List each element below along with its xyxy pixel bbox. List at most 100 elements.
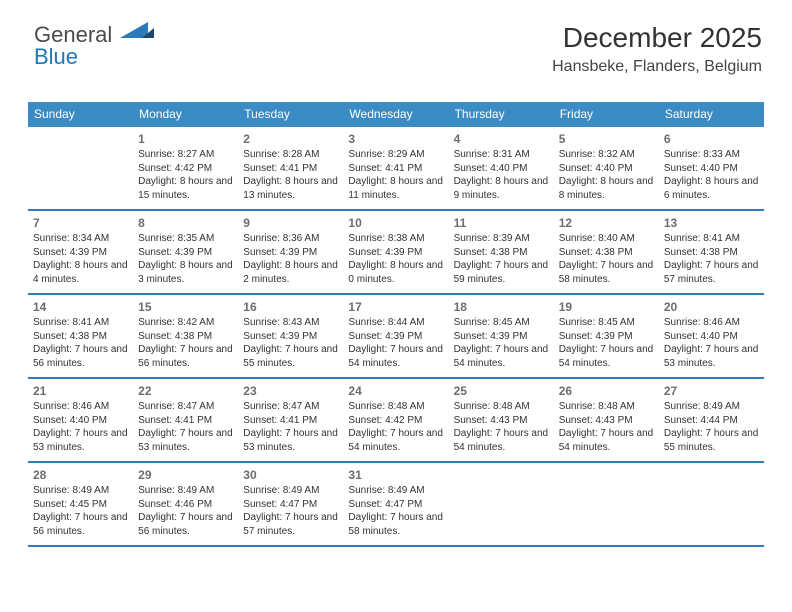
day-number: 14 bbox=[33, 299, 128, 315]
day-number: 2 bbox=[243, 131, 338, 147]
daylight-text: Daylight: 7 hours and 56 minutes. bbox=[33, 343, 128, 370]
sunset-text: Sunset: 4:40 PM bbox=[33, 414, 128, 428]
day-cell bbox=[28, 127, 133, 209]
day-cell: 28Sunrise: 8:49 AMSunset: 4:45 PMDayligh… bbox=[28, 463, 133, 545]
day-number: 21 bbox=[33, 383, 128, 399]
day-number: 4 bbox=[454, 131, 549, 147]
calendar: Sunday Monday Tuesday Wednesday Thursday… bbox=[28, 102, 764, 547]
daylight-text: Daylight: 7 hours and 59 minutes. bbox=[454, 259, 549, 286]
weeks-container: 1Sunrise: 8:27 AMSunset: 4:42 PMDaylight… bbox=[28, 127, 764, 547]
day-cell: 10Sunrise: 8:38 AMSunset: 4:39 PMDayligh… bbox=[343, 211, 448, 293]
day-cell bbox=[449, 463, 554, 545]
daylight-text: Daylight: 8 hours and 8 minutes. bbox=[559, 175, 654, 202]
sunrise-text: Sunrise: 8:46 AM bbox=[33, 400, 128, 414]
sunrise-text: Sunrise: 8:38 AM bbox=[348, 232, 443, 246]
sunrise-text: Sunrise: 8:35 AM bbox=[138, 232, 233, 246]
daylight-text: Daylight: 7 hours and 53 minutes. bbox=[243, 427, 338, 454]
day-number: 31 bbox=[348, 467, 443, 483]
day-number: 17 bbox=[348, 299, 443, 315]
day-number: 15 bbox=[138, 299, 233, 315]
daylight-text: Daylight: 7 hours and 58 minutes. bbox=[348, 511, 443, 538]
daylight-text: Daylight: 7 hours and 58 minutes. bbox=[559, 259, 654, 286]
day-cell: 17Sunrise: 8:44 AMSunset: 4:39 PMDayligh… bbox=[343, 295, 448, 377]
day-cell: 20Sunrise: 8:46 AMSunset: 4:40 PMDayligh… bbox=[659, 295, 764, 377]
daylight-text: Daylight: 7 hours and 54 minutes. bbox=[454, 343, 549, 370]
day-number: 8 bbox=[138, 215, 233, 231]
day-header-cell: Sunday bbox=[28, 102, 133, 127]
day-cell: 13Sunrise: 8:41 AMSunset: 4:38 PMDayligh… bbox=[659, 211, 764, 293]
sunrise-text: Sunrise: 8:41 AM bbox=[33, 316, 128, 330]
sunset-text: Sunset: 4:44 PM bbox=[664, 414, 759, 428]
logo-part2: Blue bbox=[34, 44, 78, 69]
day-cell: 24Sunrise: 8:48 AMSunset: 4:42 PMDayligh… bbox=[343, 379, 448, 461]
day-number: 25 bbox=[454, 383, 549, 399]
day-cell: 30Sunrise: 8:49 AMSunset: 4:47 PMDayligh… bbox=[238, 463, 343, 545]
daylight-text: Daylight: 8 hours and 11 minutes. bbox=[348, 175, 443, 202]
daylight-text: Daylight: 7 hours and 56 minutes. bbox=[33, 511, 128, 538]
day-cell: 4Sunrise: 8:31 AMSunset: 4:40 PMDaylight… bbox=[449, 127, 554, 209]
sunrise-text: Sunrise: 8:28 AM bbox=[243, 148, 338, 162]
sunset-text: Sunset: 4:38 PM bbox=[664, 246, 759, 260]
sunrise-text: Sunrise: 8:49 AM bbox=[664, 400, 759, 414]
logo: General Blue bbox=[34, 24, 112, 68]
day-number: 24 bbox=[348, 383, 443, 399]
day-cell: 1Sunrise: 8:27 AMSunset: 4:42 PMDaylight… bbox=[133, 127, 238, 209]
day-cell: 21Sunrise: 8:46 AMSunset: 4:40 PMDayligh… bbox=[28, 379, 133, 461]
day-cell: 15Sunrise: 8:42 AMSunset: 4:38 PMDayligh… bbox=[133, 295, 238, 377]
location: Hansbeke, Flanders, Belgium bbox=[552, 58, 762, 76]
day-header-cell: Wednesday bbox=[343, 102, 448, 127]
sunset-text: Sunset: 4:40 PM bbox=[664, 162, 759, 176]
day-cell: 19Sunrise: 8:45 AMSunset: 4:39 PMDayligh… bbox=[554, 295, 659, 377]
day-number: 18 bbox=[454, 299, 549, 315]
day-number: 20 bbox=[664, 299, 759, 315]
sunset-text: Sunset: 4:47 PM bbox=[243, 498, 338, 512]
day-number: 23 bbox=[243, 383, 338, 399]
sunset-text: Sunset: 4:41 PM bbox=[243, 162, 338, 176]
day-header-cell: Thursday bbox=[449, 102, 554, 127]
day-cell: 31Sunrise: 8:49 AMSunset: 4:47 PMDayligh… bbox=[343, 463, 448, 545]
daylight-text: Daylight: 8 hours and 15 minutes. bbox=[138, 175, 233, 202]
daylight-text: Daylight: 8 hours and 9 minutes. bbox=[454, 175, 549, 202]
day-number: 10 bbox=[348, 215, 443, 231]
daylight-text: Daylight: 8 hours and 13 minutes. bbox=[243, 175, 338, 202]
logo-text: General Blue bbox=[34, 24, 112, 68]
logo-triangle-icon bbox=[120, 20, 156, 42]
sunrise-text: Sunrise: 8:45 AM bbox=[559, 316, 654, 330]
day-cell: 12Sunrise: 8:40 AMSunset: 4:38 PMDayligh… bbox=[554, 211, 659, 293]
day-cell: 8Sunrise: 8:35 AMSunset: 4:39 PMDaylight… bbox=[133, 211, 238, 293]
day-number: 13 bbox=[664, 215, 759, 231]
daylight-text: Daylight: 8 hours and 3 minutes. bbox=[138, 259, 233, 286]
sunset-text: Sunset: 4:38 PM bbox=[33, 330, 128, 344]
sunset-text: Sunset: 4:39 PM bbox=[348, 330, 443, 344]
sunrise-text: Sunrise: 8:49 AM bbox=[138, 484, 233, 498]
sunset-text: Sunset: 4:40 PM bbox=[664, 330, 759, 344]
daylight-text: Daylight: 7 hours and 54 minutes. bbox=[559, 427, 654, 454]
day-number: 7 bbox=[33, 215, 128, 231]
sunset-text: Sunset: 4:42 PM bbox=[348, 414, 443, 428]
sunset-text: Sunset: 4:45 PM bbox=[33, 498, 128, 512]
daylight-text: Daylight: 7 hours and 57 minutes. bbox=[664, 259, 759, 286]
sunset-text: Sunset: 4:42 PM bbox=[138, 162, 233, 176]
day-cell: 29Sunrise: 8:49 AMSunset: 4:46 PMDayligh… bbox=[133, 463, 238, 545]
day-number: 30 bbox=[243, 467, 338, 483]
day-number: 5 bbox=[559, 131, 654, 147]
sunrise-text: Sunrise: 8:45 AM bbox=[454, 316, 549, 330]
day-header-cell: Tuesday bbox=[238, 102, 343, 127]
day-number: 3 bbox=[348, 131, 443, 147]
daylight-text: Daylight: 8 hours and 0 minutes. bbox=[348, 259, 443, 286]
sunset-text: Sunset: 4:38 PM bbox=[138, 330, 233, 344]
sunset-text: Sunset: 4:43 PM bbox=[559, 414, 654, 428]
sunrise-text: Sunrise: 8:34 AM bbox=[33, 232, 128, 246]
sunset-text: Sunset: 4:39 PM bbox=[454, 330, 549, 344]
week-row: 1Sunrise: 8:27 AMSunset: 4:42 PMDaylight… bbox=[28, 127, 764, 211]
sunrise-text: Sunrise: 8:49 AM bbox=[348, 484, 443, 498]
sunrise-text: Sunrise: 8:31 AM bbox=[454, 148, 549, 162]
daylight-text: Daylight: 7 hours and 53 minutes. bbox=[33, 427, 128, 454]
sunrise-text: Sunrise: 8:44 AM bbox=[348, 316, 443, 330]
header-right: December 2025 Hansbeke, Flanders, Belgiu… bbox=[552, 22, 762, 76]
day-header-row: Sunday Monday Tuesday Wednesday Thursday… bbox=[28, 102, 764, 127]
day-number: 22 bbox=[138, 383, 233, 399]
sunrise-text: Sunrise: 8:48 AM bbox=[454, 400, 549, 414]
week-row: 28Sunrise: 8:49 AMSunset: 4:45 PMDayligh… bbox=[28, 463, 764, 547]
day-cell: 5Sunrise: 8:32 AMSunset: 4:40 PMDaylight… bbox=[554, 127, 659, 209]
